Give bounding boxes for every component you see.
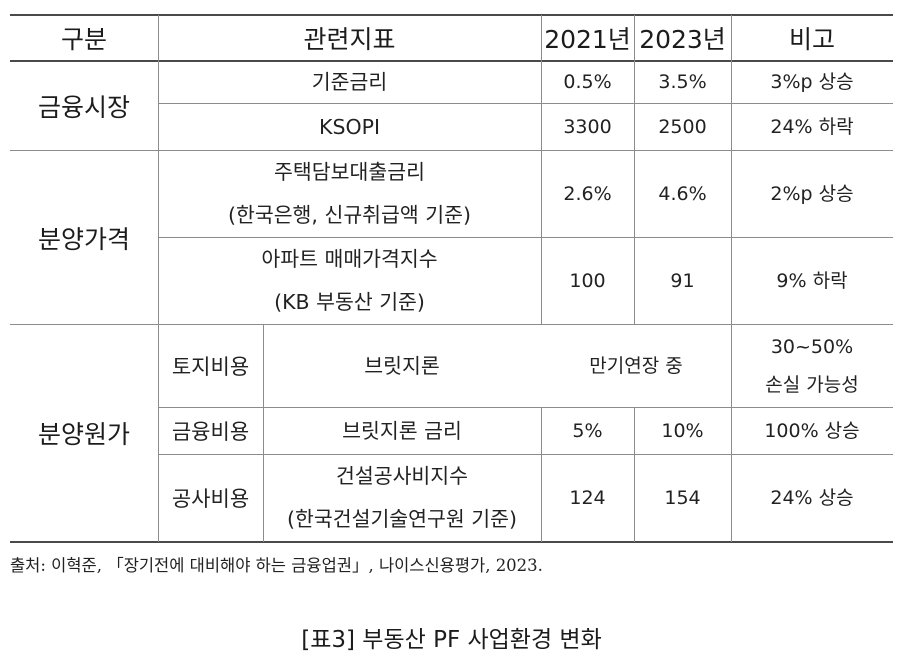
subcategory-land: 토지비용	[171, 355, 250, 379]
table-bottom-border	[10, 541, 893, 543]
value-2021: 2.6%	[563, 183, 612, 205]
column-divider	[634, 407, 635, 542]
header-note: 비고	[788, 24, 835, 54]
value-2023: 4.6%	[658, 183, 707, 205]
column-divider	[541, 407, 542, 542]
note-cell: 2%p 상승	[770, 183, 854, 205]
note-cell: 24% 상승	[770, 487, 854, 509]
note-cell: 24% 하락	[770, 116, 854, 138]
note-cell: 100% 상승	[764, 420, 860, 442]
row-divider	[158, 237, 893, 238]
column-divider	[731, 15, 732, 542]
value-2021: 100	[569, 270, 606, 292]
value-2021: 124	[569, 487, 606, 509]
table-top-border	[10, 14, 893, 16]
value-2023: 91	[670, 270, 695, 292]
indicator-cell: 건설공사비지수 (한국건설기술연구원 기준)	[287, 464, 517, 531]
source-citation: 출처: 이혁준, 「장기전에 대비해야 하는 금융업권」, 나이스신용평가, 2…	[10, 556, 543, 575]
header-bottom-border	[10, 60, 893, 62]
value-2023: 154	[664, 487, 701, 509]
header-indicator: 관련지표	[303, 24, 396, 54]
note-cell: 30~50% 손실 가능성	[765, 336, 859, 396]
column-divider	[541, 15, 542, 325]
indicator-cell: 주택담보대출금리 (한국은행, 신규취급액 기준)	[227, 160, 471, 227]
column-divider	[634, 15, 635, 325]
indicator-cell: KSOPI	[319, 114, 380, 139]
row-divider	[10, 150, 893, 151]
table-caption: [표3] 부동산 PF 사업환경 변화	[301, 627, 602, 653]
indicator-cell: 아파트 매매가격지수 (KB 부동산 기준)	[261, 247, 438, 314]
note-cell: 3%p 상승	[770, 71, 854, 93]
value-2021: 3300	[563, 116, 612, 138]
value-2021: 0.5%	[563, 71, 612, 93]
row-divider	[158, 407, 893, 408]
header-2021: 2021년	[544, 24, 631, 54]
group-sale-cost: 분양원가	[37, 420, 130, 449]
value-2023: 3.5%	[658, 71, 707, 93]
note-cell: 9% 하락	[776, 270, 848, 292]
merged-status-cell: 만기연장 중	[589, 355, 683, 377]
value-2021: 5%	[572, 420, 603, 442]
indicator-cell: 기준금리	[311, 69, 388, 94]
header-2023: 2023년	[639, 24, 726, 54]
group-sale-price: 분양가격	[37, 224, 130, 254]
indicator-cell: 브릿지론	[364, 353, 440, 378]
row-divider	[158, 103, 893, 104]
value-2023: 10%	[661, 420, 704, 442]
subcategory-finance: 금융비용	[171, 420, 250, 444]
column-divider	[158, 15, 159, 542]
header-category: 구분	[60, 24, 107, 54]
row-divider	[158, 454, 893, 455]
subcategory-construction: 공사비용	[171, 487, 250, 511]
indicator-cell: 브릿지론 금리	[342, 418, 462, 443]
group-financial-market: 금융시장	[37, 92, 130, 122]
value-2023: 2500	[658, 116, 707, 138]
row-divider	[10, 324, 893, 325]
column-divider	[263, 324, 264, 542]
